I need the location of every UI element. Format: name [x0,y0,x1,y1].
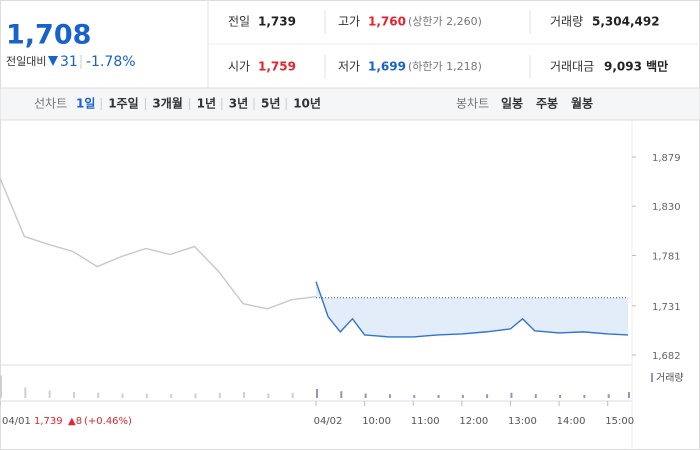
volume-bar [583,395,586,398]
stat-label: 저가 [338,60,360,74]
period-tab[interactable]: 1일 [76,97,95,111]
volume-bar [461,395,464,398]
footer-close: 1,739 [34,416,63,427]
footer-pct: (+0.46%) [84,416,132,427]
volume-bar [340,391,343,398]
x-tick-label: 11:00 [411,416,440,427]
volume-bar [121,393,124,398]
stat-value: 5,304,492 [592,15,660,29]
y-tick-label: 1,731 [652,302,681,313]
area-fill [316,281,628,337]
volume-bar [145,393,148,398]
x-tick-label: 04/01 [2,416,31,427]
candle-tab[interactable]: 일봉 [501,97,523,111]
stat-label: 거래량 [550,15,583,29]
change-label: 전일대비 [6,54,46,68]
volume-bar [170,394,173,398]
footer-change: ▲8 [68,416,82,427]
volume-bar [267,393,270,398]
change-pct: -1.78% [86,54,136,70]
volume-bar [218,392,221,398]
tab-bar [0,87,700,121]
volume-bar [316,389,318,398]
x-tick-label: 10:00 [362,416,391,427]
volume-bar [534,394,537,398]
period-tab[interactable]: 1년 [197,97,216,111]
volume-bar [388,394,391,398]
volume-bar [559,395,562,398]
x-tick-label: 13:00 [508,416,537,427]
volume-bar [413,395,416,398]
volume-bar [364,393,367,398]
price-line [315,281,628,338]
stat-label: 고가 [338,15,360,29]
stat-value: 1,699 [368,60,406,74]
x-tick-label: 15:00 [605,416,634,427]
volume-bar [291,392,294,398]
volume-bar [627,392,630,398]
y-tick-label: 1,830 [652,202,681,213]
legend-label: 거래량 [656,372,684,384]
stat-value: 9,093 백만 [604,59,668,74]
tab-label: 봉차트 [456,97,489,111]
stat-extra: (하한가 1,218) [408,59,482,73]
volume-bar [24,387,27,398]
stat-value: 1,759 [258,60,296,74]
volume-bar [97,392,100,398]
x-tick-label: 12:00 [459,416,488,427]
period-tab[interactable]: 3년 [229,97,248,111]
y-tick-label: 1,879 [652,153,681,164]
volume-bar [243,392,246,398]
change: 31 [60,54,78,70]
stat-value: 1,760 [368,15,406,29]
period-tab[interactable]: 5년 [261,97,280,111]
volume-bar [437,395,440,398]
candle-tab[interactable]: 월봉 [571,96,593,111]
stat-label: 시가 [228,60,250,74]
tab-label: 선차트 [34,97,67,111]
volume-bar [510,392,513,398]
period-tab[interactable]: 10년 [293,97,321,111]
candle-tab[interactable]: 주봉 [536,97,558,111]
y-tick-label: 1,781 [652,251,681,262]
stat-value: 1,739 [258,15,296,29]
period-tab[interactable]: 1주일 [108,97,138,111]
volume-bar [48,390,51,398]
price: 1,708 [6,20,91,51]
volume-bar [72,392,75,398]
down-arrow [48,56,58,66]
volume-bar [194,393,197,398]
stat-label: 거래대금 [550,60,594,74]
stat-label: 전일 [228,15,250,29]
stat-extra: (상한가 2,260) [408,15,482,28]
price-line [0,177,317,310]
y-tick-label: 1,682 [652,351,681,362]
legend-swatch [651,373,653,382]
volume-bar [607,394,610,398]
x-tick-label: 14:00 [557,416,586,427]
x-tick-label: 04/02 [314,416,343,427]
volume-bar [0,375,2,398]
period-tab[interactable]: 3개월 [152,96,182,111]
volume-bar [486,394,489,398]
